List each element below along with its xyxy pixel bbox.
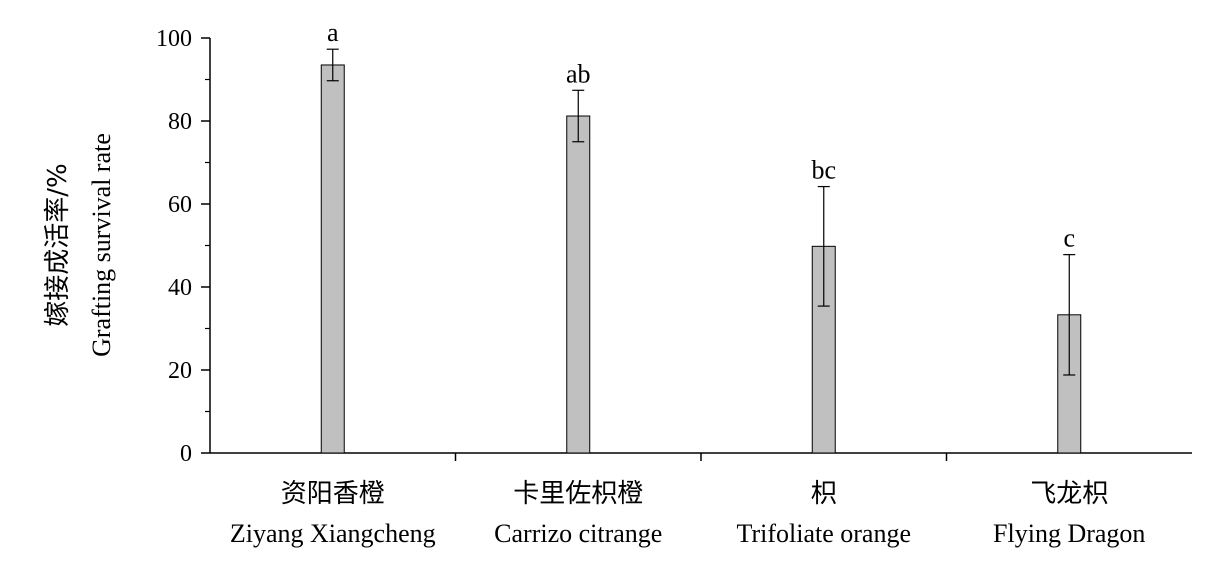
significance-letters: a ab bc c (327, 18, 1075, 252)
category-label-zh: 卡里佐枳橙 (513, 479, 643, 509)
category-label-en: Trifoliate orange (737, 519, 912, 548)
bars (320, 64, 1082, 454)
bar (566, 115, 591, 454)
y-axis-label: 嫁接成活率/% Grafting survival rate (43, 133, 116, 357)
y-axis: 0 20 40 60 80 100 (156, 26, 211, 467)
significance-letter: bc (811, 156, 836, 185)
y-tick-label: 100 (156, 26, 192, 52)
category-label-en: Ziyang Xiangcheng (230, 519, 436, 548)
error-bars (326, 48, 1076, 376)
y-tick-label: 40 (168, 275, 192, 301)
y-axis-label-zh: 嫁接成活率/% (43, 163, 73, 326)
category-labels: 资阳香橙 Ziyang Xiangcheng 卡里佐枳橙 Carrizo citran… (230, 479, 1146, 548)
category-label-en: Carrizo citrange (494, 519, 662, 548)
category-label-zh: 资阳香橙 (281, 479, 385, 509)
y-axis-label-en: Grafting survival rate (87, 133, 116, 357)
category-label-zh: 枳 (811, 479, 837, 509)
significance-letter: a (327, 18, 339, 47)
significance-letter: ab (566, 59, 591, 88)
y-tick-label: 60 (168, 192, 192, 218)
category-label-en: Flying Dragon (993, 519, 1145, 548)
y-tick-label: 80 (168, 109, 192, 135)
significance-letter: c (1063, 224, 1075, 253)
category-label-zh: 飞龙枳 (1030, 479, 1108, 509)
bar (320, 64, 345, 454)
y-tick-label: 0 (180, 441, 192, 467)
y-tick-label: 20 (168, 358, 192, 384)
x-axis (210, 452, 1192, 461)
